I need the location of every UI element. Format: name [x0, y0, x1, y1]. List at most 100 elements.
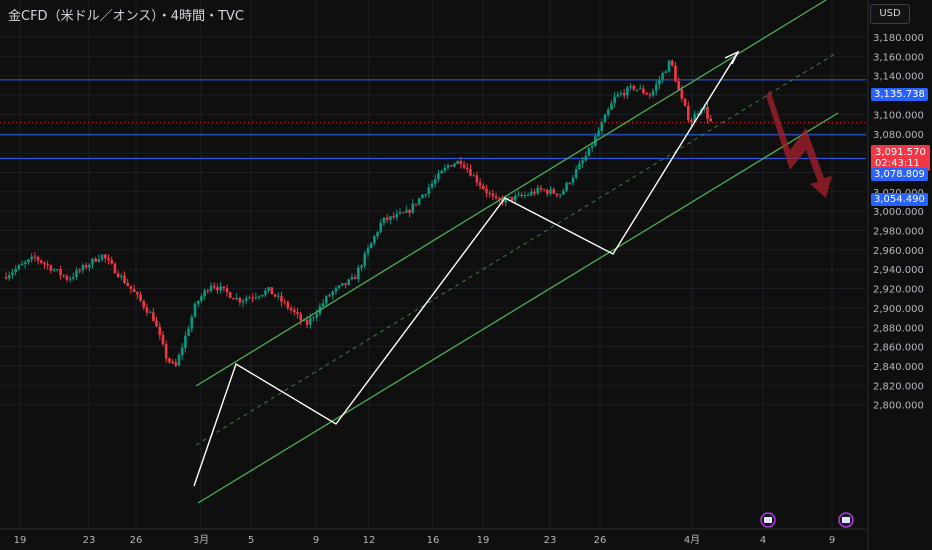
candle-body	[254, 297, 258, 299]
candle-body	[597, 130, 600, 137]
candle-body	[267, 287, 270, 291]
candle-body	[52, 269, 56, 271]
candle-body	[702, 106, 706, 110]
x-tick-label: 9	[829, 535, 835, 546]
candle-body	[110, 260, 114, 264]
last-price-value: 3,091.570	[875, 147, 926, 158]
candle-body	[478, 182, 482, 186]
candle-body	[658, 80, 661, 85]
event-flag-icon-inner	[842, 517, 850, 523]
candle-body	[654, 84, 658, 92]
y-tick-label: 2,960.000	[873, 246, 924, 257]
candle-body	[46, 264, 49, 266]
candle-body	[30, 256, 33, 260]
candle-body	[299, 313, 302, 321]
candle-body	[469, 169, 472, 176]
candle-body	[27, 259, 30, 263]
symbol-title: 金CFD（米ドル／オンス）・4時間・TVC	[8, 9, 244, 24]
candle-body	[558, 194, 562, 196]
candle-body	[280, 295, 283, 302]
candle-body	[158, 326, 162, 335]
level-tag-1: 3,135.738	[871, 88, 928, 101]
candle-body	[485, 188, 488, 193]
candle-body	[677, 81, 680, 90]
candle-body	[382, 217, 386, 223]
candle-body	[209, 285, 213, 292]
x-tick-label: 19	[477, 535, 490, 546]
y-tick-label: 3,100.000	[873, 110, 924, 121]
candle-body	[347, 279, 351, 285]
y-tick-label: 2,860.000	[873, 343, 924, 354]
candle-body	[389, 216, 392, 220]
candle-body	[488, 192, 491, 194]
candle-body	[184, 335, 187, 348]
candle-body	[126, 282, 130, 286]
candle-body	[14, 268, 17, 273]
candle-body	[171, 361, 174, 363]
candle-body	[616, 94, 620, 97]
candle-body	[680, 89, 684, 99]
candle-body	[562, 190, 565, 195]
candle-body	[196, 300, 200, 304]
candle-body	[36, 257, 40, 261]
candle-body	[430, 183, 434, 188]
candle-body	[664, 71, 668, 74]
candle-body	[62, 275, 65, 277]
candle-body	[344, 283, 347, 285]
candle-body	[565, 182, 568, 191]
x-tick-label: 3月	[193, 534, 209, 546]
candle-body	[241, 300, 245, 303]
candle-body	[296, 312, 299, 314]
candle-body	[427, 187, 431, 195]
candle-body	[337, 285, 341, 288]
candle-body	[331, 291, 335, 296]
candle-body	[283, 301, 286, 303]
candle-body	[690, 120, 693, 122]
currency-button[interactable]: USD	[870, 4, 910, 24]
y-tick-label: 2,800.000	[873, 401, 924, 412]
candle-body	[84, 265, 88, 268]
y-tick-label: 2,980.000	[873, 227, 924, 238]
candle-body	[91, 258, 94, 265]
candle-body	[555, 193, 559, 196]
y-tick-label: 3,160.000	[873, 52, 924, 63]
candle-body	[23, 262, 27, 264]
candle-body	[152, 312, 155, 321]
candle-body	[353, 277, 357, 279]
y-tick-label: 2,840.000	[873, 362, 924, 373]
candle-body	[568, 182, 572, 184]
candle-body	[581, 160, 584, 164]
x-tick-label: 23	[544, 535, 557, 546]
candle-body	[526, 194, 530, 196]
candle-body	[610, 103, 613, 110]
candle-body	[446, 165, 450, 168]
candle-body	[670, 60, 674, 66]
candle-body	[244, 298, 248, 301]
candle-body	[373, 236, 376, 243]
candle-body	[533, 191, 536, 194]
candle-body	[530, 191, 533, 195]
candle-body	[123, 275, 126, 283]
candle-body	[103, 254, 107, 259]
candle-body	[39, 260, 43, 263]
candle-body	[453, 163, 456, 167]
candle-body	[174, 362, 178, 366]
candle-body	[693, 114, 696, 122]
candle-body	[437, 173, 440, 180]
candle-body	[216, 287, 219, 291]
candle-body	[212, 285, 216, 288]
candle-body	[504, 197, 507, 203]
candle-body	[408, 210, 411, 213]
candle-body	[606, 109, 610, 115]
y-tick-label: 3,180.000	[873, 33, 924, 44]
candle-body	[17, 265, 21, 269]
candle-body	[155, 320, 158, 327]
candle-body	[168, 358, 171, 362]
candle-body	[398, 212, 402, 214]
candle-body	[257, 296, 261, 298]
candle-body	[514, 195, 517, 201]
candles	[4, 59, 713, 368]
candle-body	[642, 88, 645, 94]
candle-body	[251, 297, 254, 299]
